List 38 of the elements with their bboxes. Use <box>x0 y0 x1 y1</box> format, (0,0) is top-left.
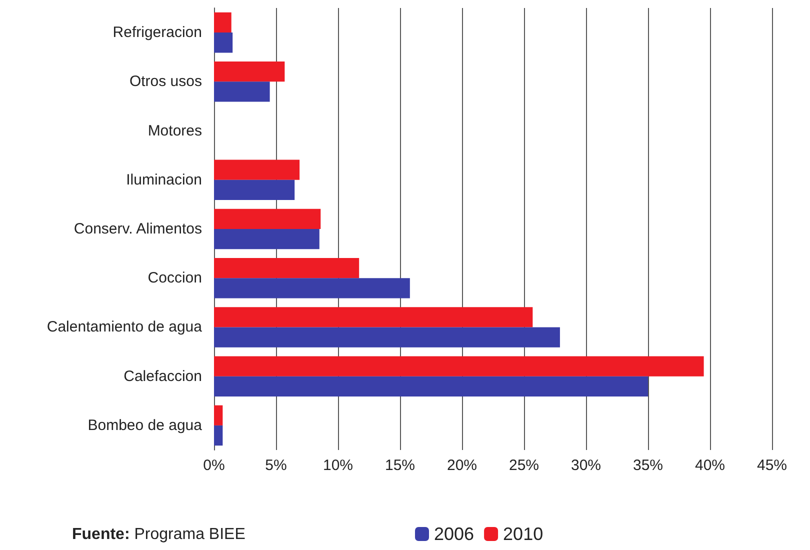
x-tick-label: 5% <box>265 457 287 474</box>
bar <box>214 278 410 298</box>
x-tick-label: 40% <box>694 457 726 474</box>
bar <box>214 327 560 348</box>
x-tick-label: 25% <box>508 457 540 474</box>
x-tick-label: 30% <box>570 457 602 474</box>
x-tick-label: 10% <box>322 457 354 474</box>
bar <box>214 82 270 102</box>
bar <box>214 405 223 426</box>
x-tick-label: 15% <box>384 457 416 474</box>
bar <box>214 160 300 180</box>
legend-label: 2006 <box>434 524 474 544</box>
bar <box>214 229 320 250</box>
bar <box>214 208 321 229</box>
x-tick-label: 45% <box>756 457 788 474</box>
y-tick-label: Iluminacion <box>126 171 202 188</box>
y-tick-label: Otros usos <box>129 73 202 90</box>
y-tick-label: Bombeo de agua <box>88 416 203 434</box>
y-tick-label: Coccion <box>148 270 202 287</box>
source-note: Fuente: Programa BIEE <box>72 526 246 544</box>
x-tick-label: 35% <box>632 457 664 474</box>
bar <box>214 425 223 446</box>
y-tick-label: Calentamiento de agua <box>46 318 203 336</box>
x-tick-label: 0% <box>203 457 225 474</box>
bar <box>214 12 232 33</box>
legend-label: 2010 <box>503 524 544 544</box>
y-tick-label: Refrigeracion <box>112 24 202 42</box>
y-tick-label: Motores <box>148 122 202 140</box>
x-tick-label: 20% <box>446 457 478 474</box>
bar <box>214 180 295 200</box>
y-tick-label: Calefaccion <box>124 368 202 385</box>
bar <box>214 62 285 82</box>
y-tick-label: Conserv. Alimentos <box>74 220 202 238</box>
bar <box>214 356 704 376</box>
bar <box>214 307 533 328</box>
bar <box>214 32 233 53</box>
bar <box>214 376 648 396</box>
bar <box>214 258 360 278</box>
